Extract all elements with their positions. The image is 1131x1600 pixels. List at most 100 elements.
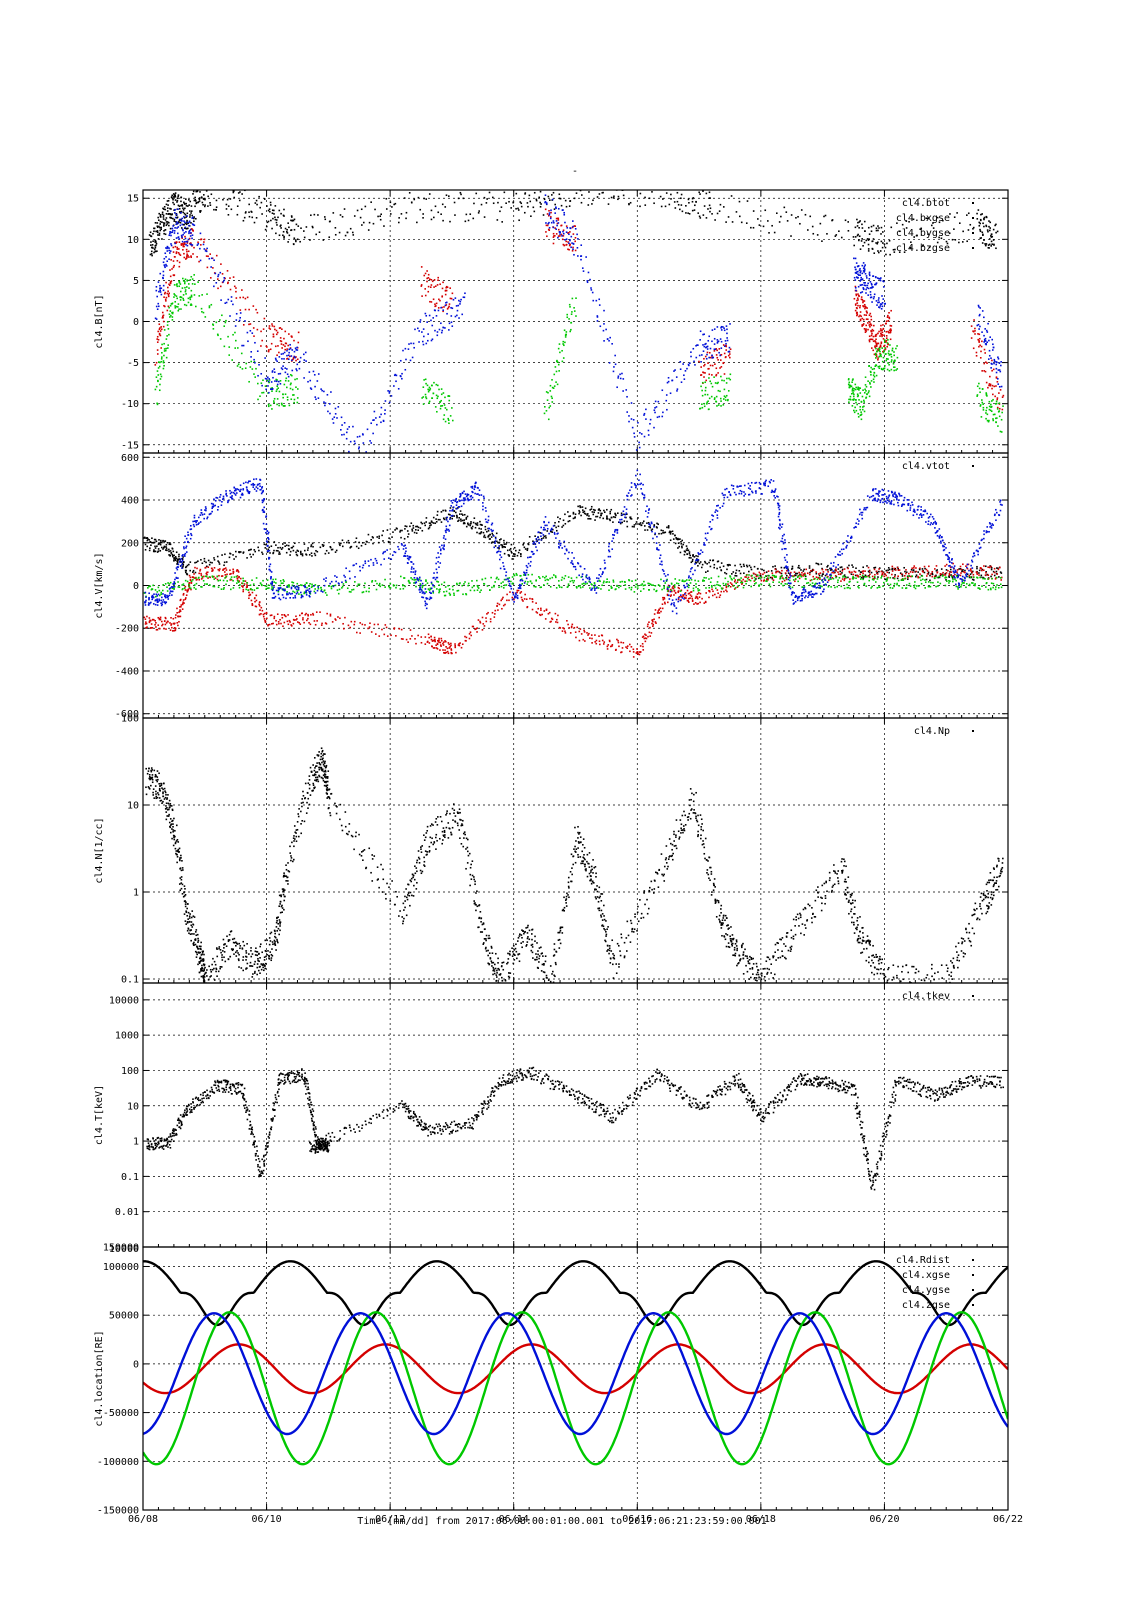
data-point — [236, 577, 239, 579]
data-point — [861, 238, 864, 240]
data-point — [610, 516, 613, 519]
data-point — [163, 230, 165, 232]
data-point — [732, 571, 735, 573]
data-point — [569, 632, 572, 634]
data-point — [875, 282, 878, 284]
data-point — [981, 388, 984, 390]
data-point — [866, 238, 869, 240]
data-point — [163, 627, 165, 630]
data-point — [271, 227, 273, 230]
data-point — [288, 348, 290, 351]
data-point — [146, 545, 149, 548]
data-point — [298, 367, 301, 370]
data-point — [656, 522, 658, 525]
data-point — [269, 404, 272, 407]
data-point — [888, 317, 891, 320]
data-point — [856, 312, 858, 314]
data-point — [487, 530, 490, 532]
data-point — [702, 371, 705, 374]
data-point — [353, 440, 356, 442]
data-point — [875, 374, 878, 377]
data-point — [677, 598, 680, 601]
data-point — [277, 387, 279, 389]
data-point — [897, 567, 899, 570]
data-point — [570, 313, 573, 316]
data-point — [555, 185, 557, 187]
data-point — [847, 378, 850, 381]
data-point — [852, 387, 854, 390]
data-point — [476, 631, 478, 633]
data-point — [173, 622, 176, 625]
data-point — [791, 565, 794, 568]
data-point — [382, 419, 385, 422]
data-point — [997, 369, 1000, 371]
data-point — [580, 258, 582, 261]
data-point — [157, 219, 160, 221]
data-point — [560, 233, 563, 236]
data-point — [662, 529, 664, 532]
data-point — [786, 574, 788, 577]
data-point — [868, 271, 871, 274]
data-point — [475, 192, 478, 195]
data-point — [482, 531, 485, 534]
data-point — [984, 337, 987, 340]
data-point — [195, 305, 197, 308]
data-point — [450, 651, 452, 654]
data-point — [880, 233, 882, 235]
data-point — [550, 216, 552, 218]
data-point — [338, 231, 341, 234]
data-point — [546, 235, 548, 238]
data-point — [883, 349, 886, 352]
data-point — [144, 548, 147, 551]
data-point — [203, 557, 206, 560]
data-point — [173, 626, 176, 629]
data-point — [191, 214, 193, 217]
data-point — [783, 567, 786, 569]
data-point — [568, 318, 570, 320]
data-point — [535, 602, 537, 604]
data-point — [369, 440, 371, 442]
data-point — [265, 378, 268, 380]
data-point — [155, 318, 158, 320]
data-point — [178, 218, 181, 221]
data-point — [379, 218, 382, 221]
data-point — [708, 356, 710, 359]
data-point — [190, 256, 193, 259]
data-point — [859, 392, 862, 394]
data-point — [255, 605, 258, 608]
data-point — [505, 202, 507, 205]
data-point — [672, 185, 674, 187]
data-point — [271, 390, 273, 393]
data-point — [510, 543, 513, 546]
data-point — [708, 335, 711, 338]
data-point — [275, 219, 278, 221]
data-point — [851, 564, 853, 566]
data-point — [184, 207, 186, 210]
data-point — [666, 381, 669, 384]
data-point — [163, 545, 166, 548]
data-point — [353, 620, 356, 623]
data-point — [444, 649, 446, 651]
data-point — [156, 226, 159, 229]
data-point — [697, 561, 699, 563]
data-point — [983, 316, 985, 319]
data-point — [559, 517, 561, 520]
data-point — [155, 628, 158, 631]
data-point — [186, 242, 189, 244]
data-point — [870, 296, 873, 298]
data-point — [389, 213, 392, 215]
data-point — [282, 352, 284, 355]
data-point — [158, 361, 160, 363]
data-point — [176, 306, 179, 308]
data-point — [183, 243, 185, 245]
data-point — [515, 207, 517, 210]
data-point — [578, 630, 581, 633]
data-point — [621, 521, 624, 524]
data-point — [153, 550, 156, 553]
data-point — [722, 565, 725, 568]
data-point — [190, 232, 192, 234]
data-point — [174, 300, 177, 303]
data-point — [579, 505, 581, 507]
data-point — [266, 376, 269, 379]
data-point — [156, 335, 159, 338]
